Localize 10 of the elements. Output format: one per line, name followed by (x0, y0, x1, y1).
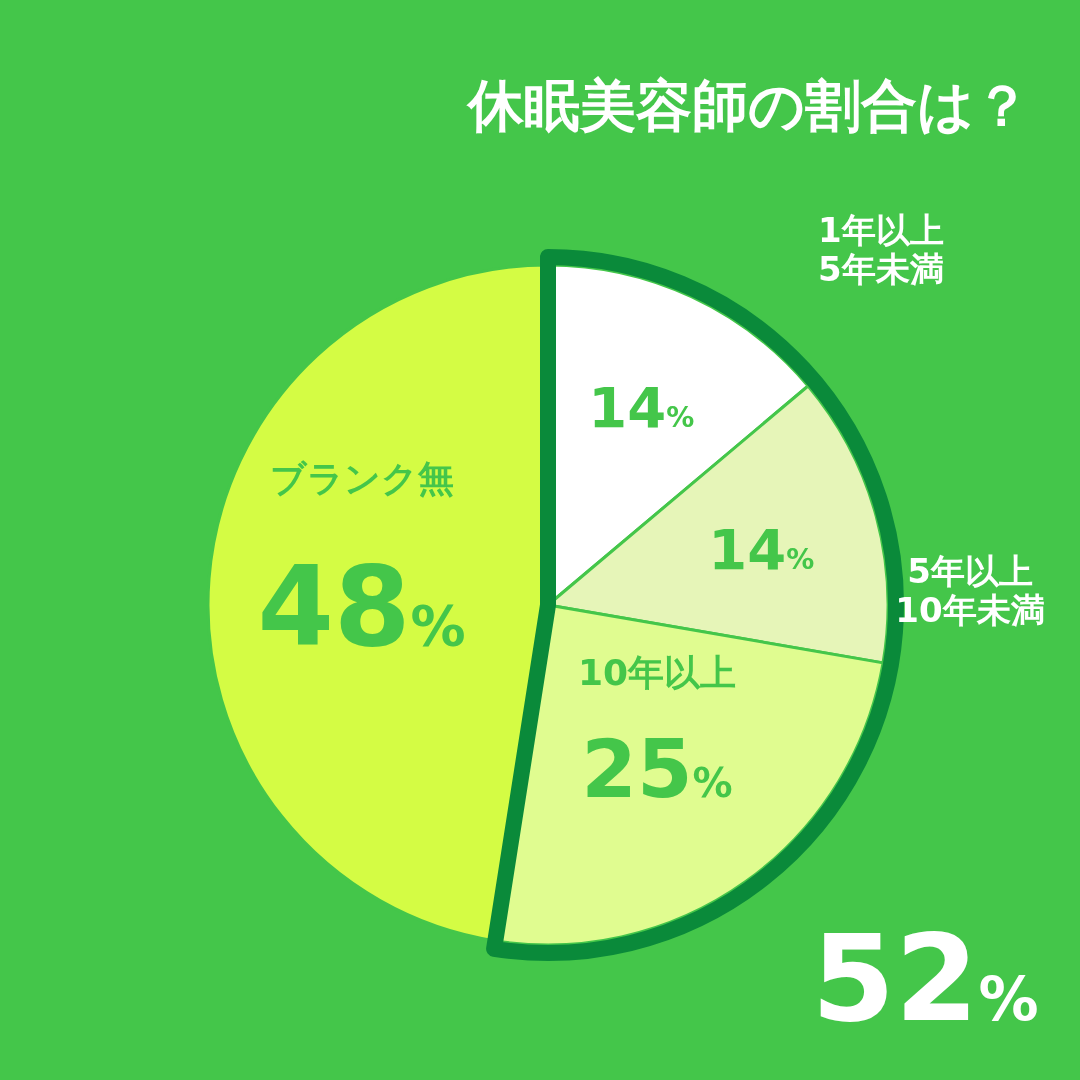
data-label: 25% (581, 722, 733, 816)
slice-label: 1年以上 5年未満 (817, 210, 944, 290)
slice-label: 5年以上 10年未満 (895, 551, 1045, 631)
chart-title: 休眠美容師の割合は？ (466, 73, 1030, 138)
slice-label: ブランク無 (269, 458, 454, 500)
text: 52% (811, 909, 1039, 1048)
data-label: 14% (708, 517, 815, 583)
data-label: 48% (257, 543, 466, 672)
data-label: 14% (588, 374, 695, 440)
slice-label: 10年以上 (577, 651, 737, 693)
